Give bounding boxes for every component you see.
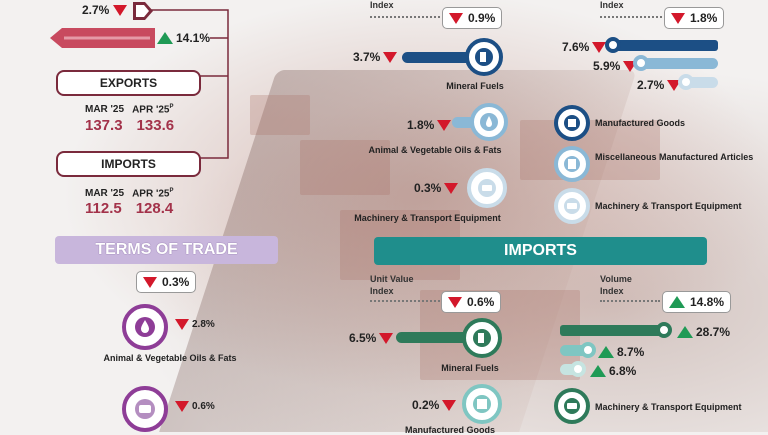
imp-vol-bar2-change: 8.7%: [598, 345, 644, 359]
exp-item3-change: 0.3%: [414, 181, 459, 195]
imports-periods: MAR '25 APR '25P: [85, 188, 174, 200]
imports-value-apr: 128.4: [135, 200, 174, 217]
exp-item2-change: 1.8%: [407, 118, 452, 132]
import-change-row: 14.1%: [157, 31, 210, 45]
down-arrow-icon: [379, 332, 394, 344]
left-arrow-bar: [50, 28, 155, 48]
connector-lines: [150, 9, 229, 159]
vol-bar1: [612, 40, 718, 51]
down-arrow-icon: [437, 119, 452, 131]
exports-title: EXPORTS: [56, 70, 201, 96]
vol-bar2-knob: [633, 55, 649, 71]
down-arrow-icon: [448, 296, 462, 308]
legend-label-3: Machinery & Transport Equipment: [595, 201, 742, 211]
imp-item1-change: 6.5%: [349, 331, 394, 345]
machinery-icon: [467, 168, 507, 208]
exports-unit-index-value: 0.9%: [442, 7, 503, 29]
down-arrow-icon: [175, 319, 189, 330]
vol-bar3: [684, 77, 718, 88]
up-arrow-icon: [669, 296, 685, 308]
imp-vol-bar3-knob: [570, 361, 586, 377]
tot-item2-change: 0.6%: [175, 401, 215, 412]
imp-vol-bar2: [560, 345, 590, 356]
vol-bar3-change: 2.7%: [637, 78, 682, 92]
legend-label-1: Manufactured Goods: [595, 118, 686, 128]
vol-bar1-change: 7.6%: [562, 40, 607, 54]
imports-values: 112.5 128.4: [85, 200, 173, 217]
machinery-icon: [554, 188, 590, 224]
legend-label-2: Miscellaneous Manufactured Articles: [595, 152, 754, 162]
down-arrow-icon: [113, 4, 128, 16]
terms-of-trade-title: TERMS OF TRADE: [55, 236, 278, 264]
imports-unit-index-header: Unit Value Index: [370, 274, 414, 296]
oil-drop-icon: [470, 103, 508, 141]
down-arrow-icon: [442, 399, 457, 411]
down-arrow-icon: [143, 276, 157, 288]
exp-item1-label: Mineral Fuels: [446, 81, 504, 91]
imports-unit-index-value: 0.6%: [441, 291, 502, 313]
up-arrow-icon: [677, 326, 693, 338]
up-arrow-icon: [598, 346, 614, 358]
machinery-icon: [122, 386, 168, 432]
exports-volume-index-value: 1.8%: [664, 7, 725, 29]
down-arrow-icon: [623, 60, 638, 72]
imports-left-title: IMPORTS: [56, 151, 201, 177]
manufactured-goods-icon: [554, 105, 590, 141]
imports-volume-index-header: Volume Index: [600, 274, 632, 296]
imp-legend-label-1: Machinery & Transport Equipment: [595, 402, 742, 412]
fuel-pump-icon: [465, 38, 503, 76]
exp-item2-label: Animal & Vegetable Oils & Fats: [368, 145, 502, 155]
imp-item1-label: Mineral Fuels: [441, 363, 499, 373]
imp-vol-bar1-change: 28.7%: [677, 325, 730, 339]
exp-item1-change: 3.7%: [353, 50, 398, 64]
top-change-row: 2.7%: [82, 3, 128, 17]
manufactured-goods-icon: [462, 384, 502, 424]
vol-bar2-change: 5.9%: [593, 59, 638, 73]
exports-values: 137.3 133.6: [85, 117, 174, 134]
down-arrow-icon: [175, 401, 189, 412]
imp-vol-bar1: [560, 325, 666, 336]
imports-volume-index-value: 14.8%: [662, 291, 732, 313]
imports-title: IMPORTS: [374, 237, 707, 265]
exports-value-apr: 133.6: [136, 117, 175, 134]
down-arrow-icon: [667, 79, 682, 91]
tot-item1-label: Animal & Vegetable Oils & Fats: [103, 353, 237, 363]
up-arrow-icon: [157, 32, 173, 44]
misc-articles-icon: [554, 146, 590, 182]
machinery-icon: [554, 388, 590, 424]
up-arrow-icon: [590, 365, 606, 377]
exports-volume-index-header: Index: [600, 0, 624, 10]
imports-value-mar: 112.5: [85, 200, 122, 217]
exports-value-mar: 137.3: [85, 117, 123, 134]
imp-item2-change: 0.2%: [412, 398, 457, 412]
vol-bar3-knob: [678, 74, 694, 90]
imp-vol-bar2-knob: [580, 342, 596, 358]
down-arrow-icon: [671, 12, 685, 24]
arrow-shape: [133, 2, 153, 20]
exp-item3-label: Machinery & Transport Equipment: [354, 213, 501, 223]
vol-bar1-knob: [605, 37, 621, 53]
terms-of-trade-index: 0.3%: [136, 271, 197, 293]
imp-item2-label: Manufactured Goods: [404, 425, 495, 435]
tot-item1-change: 2.8%: [175, 319, 215, 330]
down-arrow-icon: [449, 12, 463, 24]
oil-drop-icon: [122, 304, 168, 350]
exports-unit-index-header: Index: [370, 0, 394, 10]
import-change-value: 14.1%: [176, 31, 211, 45]
top-change-value: 2.7%: [82, 3, 110, 17]
down-arrow-icon: [592, 41, 607, 53]
vol-bar2: [640, 58, 718, 69]
down-arrow-icon: [444, 182, 459, 194]
imp-vol-bar3-change: 6.8%: [590, 364, 636, 378]
exports-periods: MAR '25 APR '25P: [85, 104, 174, 116]
imp-vol-bar1-knob: [656, 322, 672, 338]
down-arrow-icon: [383, 51, 398, 63]
fuel-pump-icon: [462, 318, 502, 358]
